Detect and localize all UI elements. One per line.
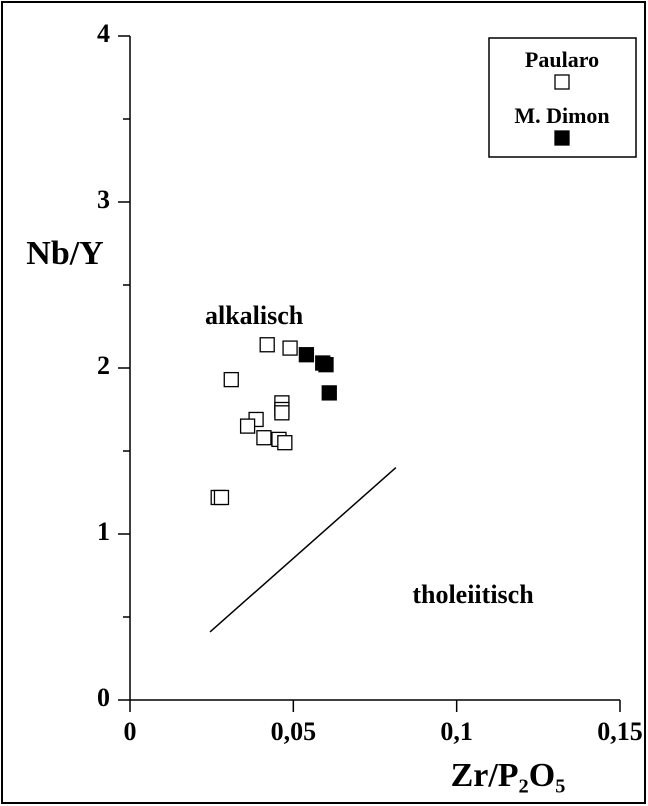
point [277,435,293,451]
point [274,405,290,421]
annotation: tholeiitisch [412,580,534,609]
point [318,357,334,373]
point [256,430,272,446]
x-tick-label: 0,1 [440,717,473,746]
legend-swatch [554,130,570,146]
legend-swatch [554,74,570,90]
y-tick-label: 3 [97,185,110,214]
legend-label: M. Dimon [514,103,609,128]
point [259,337,275,353]
point [298,347,315,363]
y-tick-label: 4 [97,19,110,48]
point [239,418,256,434]
point [321,385,337,401]
legend-label: Paularo [525,47,599,72]
boundary-line [209,467,397,633]
annotation: alkalisch [205,301,304,330]
x-tick-label: 0,05 [271,717,317,746]
y-axis-label: Nb/Y [26,235,103,272]
point [282,340,298,356]
point [223,371,239,388]
x-axis-label: Zr/P₂O₅ [451,757,566,794]
y-tick-label: 1 [97,517,110,546]
x-tick-label: 0 [124,717,137,746]
point [213,489,230,506]
y-tick-label: 2 [97,351,110,380]
y-tick-label: 0 [97,683,110,712]
x-tick-label: 0,15 [597,717,643,746]
